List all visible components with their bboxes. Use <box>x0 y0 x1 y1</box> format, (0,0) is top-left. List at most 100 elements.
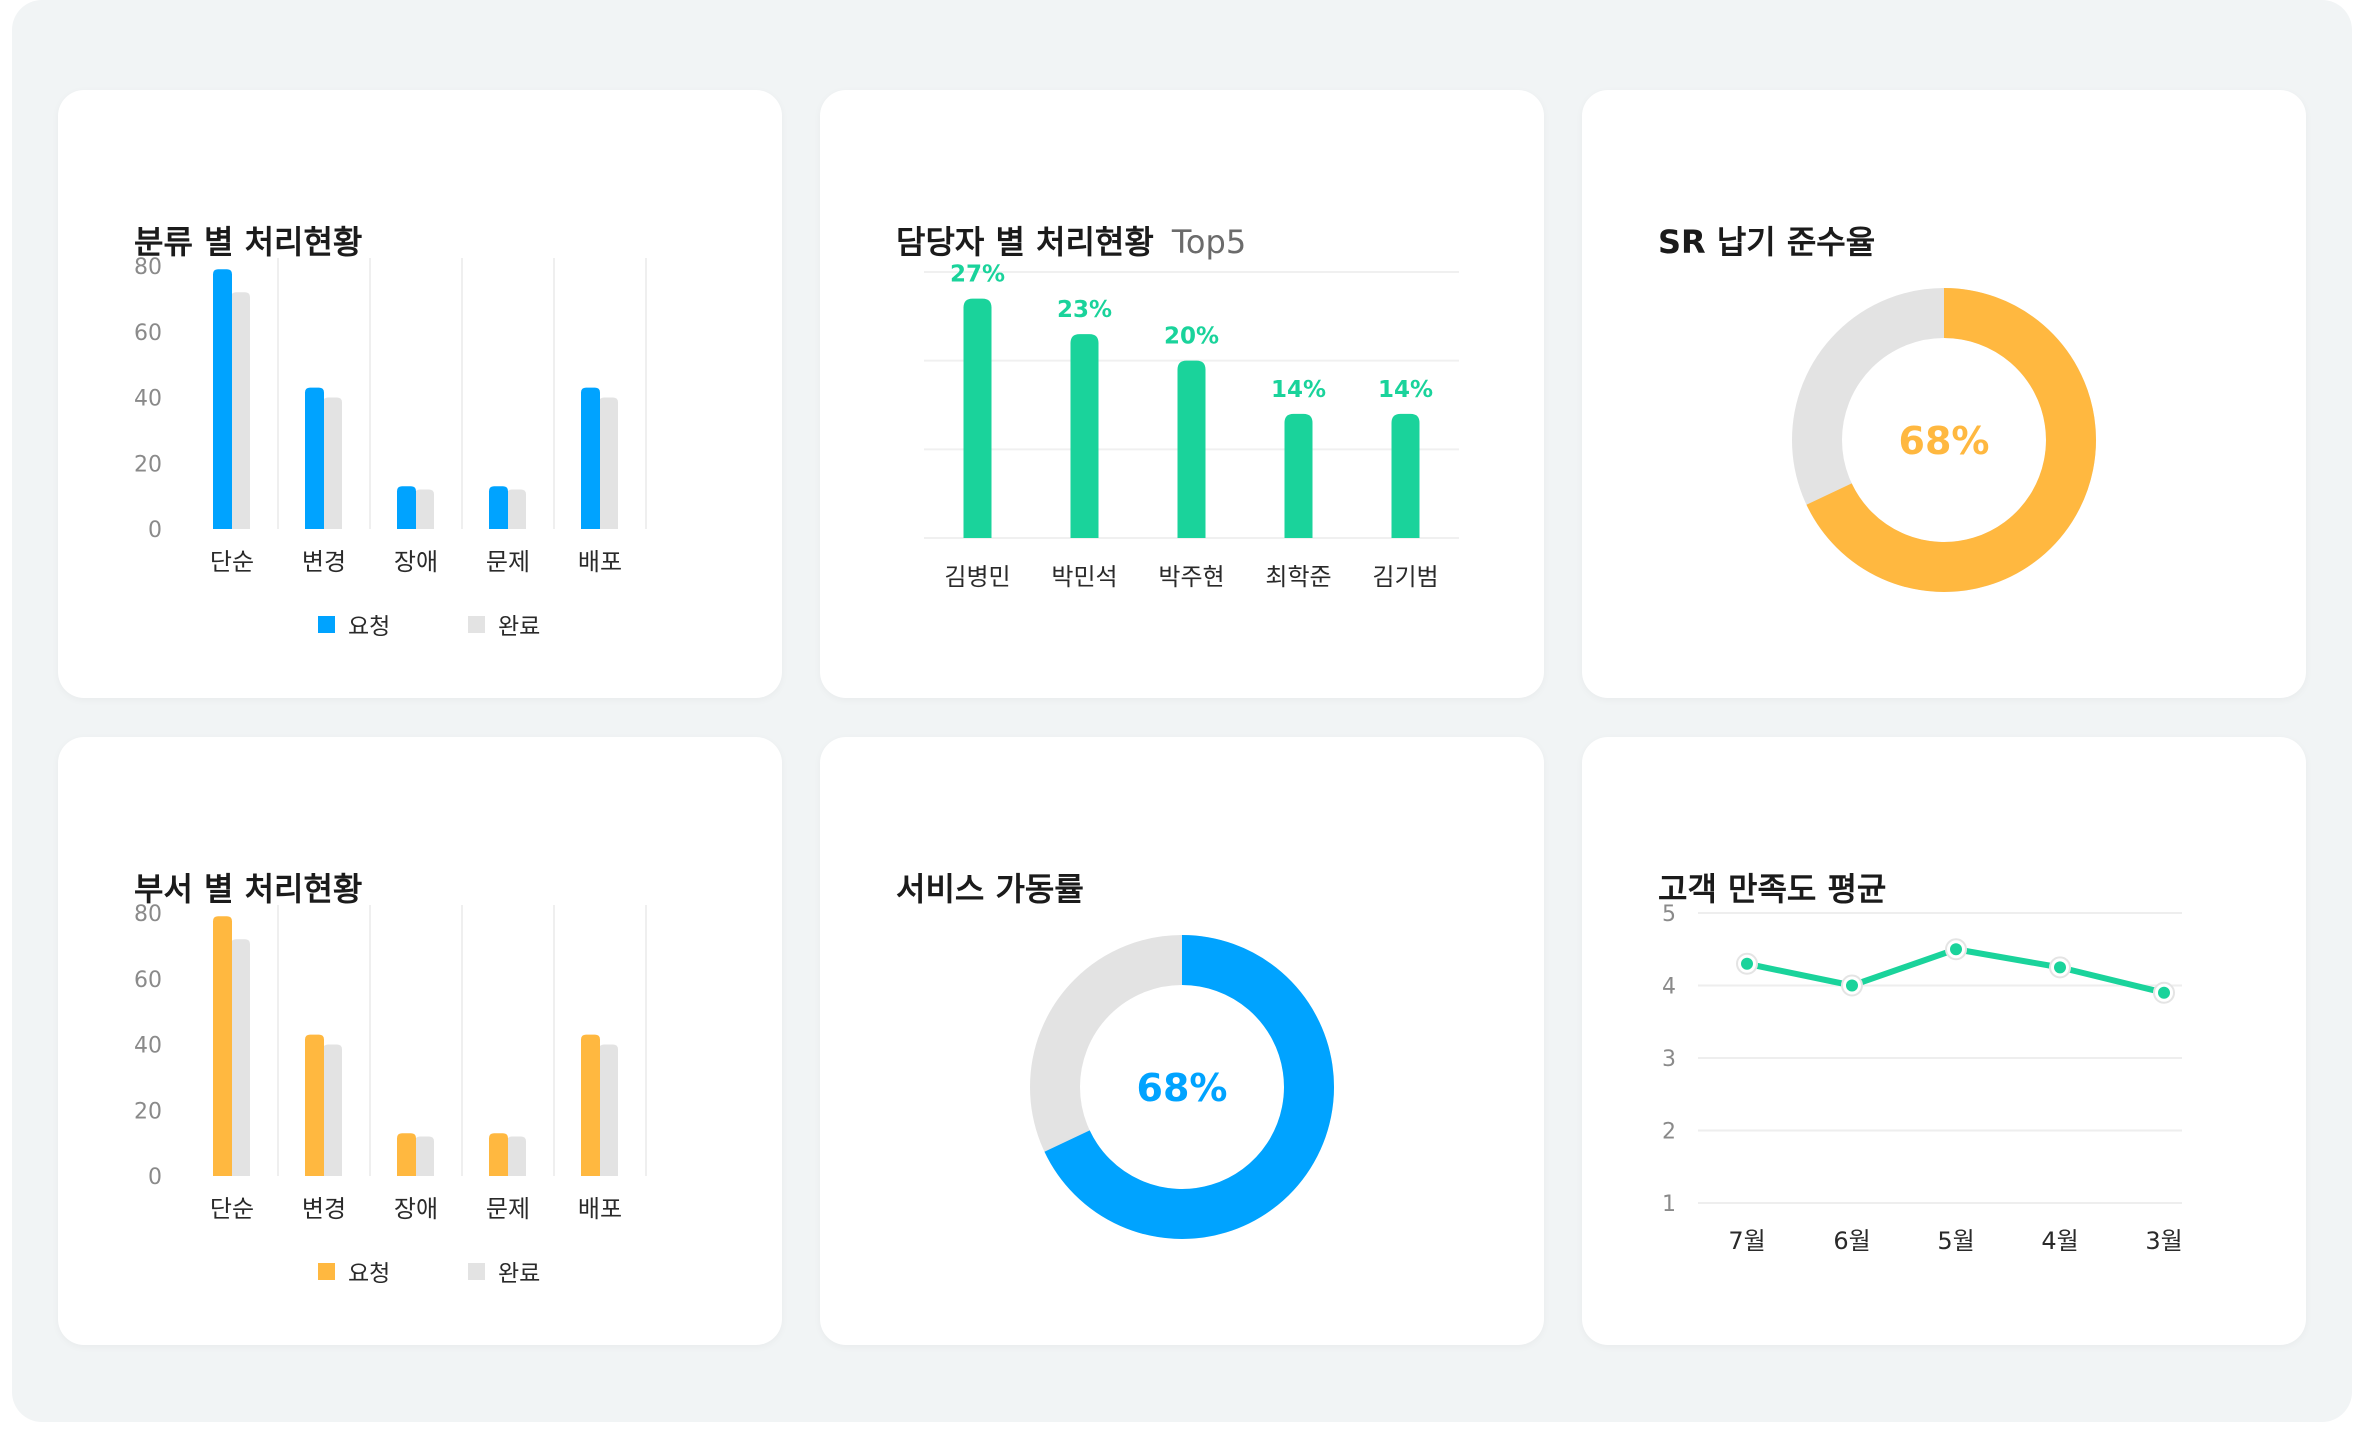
bar-요청 <box>305 387 324 529</box>
y-tick-label: 3 <box>1662 1047 1676 1072</box>
bar-value <box>1391 413 1420 538</box>
bar-value <box>963 298 992 538</box>
sr-compliance-donut: 68% <box>1792 288 2096 592</box>
x-tick-label: 최학준 <box>1265 563 1331 591</box>
x-tick-label: 문제 <box>486 1195 530 1223</box>
legend-label: 완료 <box>498 614 540 640</box>
y-tick-label: 80 <box>134 255 162 280</box>
bar-value <box>1177 360 1206 538</box>
donut-center-label: 68% <box>1899 419 1990 463</box>
bar-요청 <box>581 387 600 529</box>
data-point <box>1950 943 1962 956</box>
satisfaction-title: 고객 만족도 평균 <box>1658 870 1887 908</box>
y-tick-label: 20 <box>134 452 162 477</box>
service-uptime-donut: 68% <box>1030 935 1334 1239</box>
data-point <box>2054 961 2066 974</box>
bar-요청 <box>213 269 232 529</box>
bar-완료 <box>599 1044 618 1176</box>
legend-swatch <box>468 1263 485 1280</box>
legend-label: 요청 <box>348 614 390 640</box>
x-tick-label: 단순 <box>210 548 254 576</box>
bar-요청 <box>397 1133 416 1176</box>
y-tick-label: 60 <box>134 968 162 993</box>
legend-label: 완료 <box>498 1261 540 1287</box>
legend-label: 요청 <box>348 1261 390 1287</box>
donut-center-label: 68% <box>1137 1066 1228 1110</box>
bar-완료 <box>599 397 618 529</box>
y-tick-label: 40 <box>134 387 162 412</box>
service-uptime-card: 서비스 가동률 68% <box>820 737 1544 1345</box>
bar-요청 <box>489 1133 508 1176</box>
x-tick-label: 5월 <box>1937 1227 1974 1255</box>
y-tick-label: 4 <box>1662 975 1676 1000</box>
sr-compliance-card: SR 납기 준수율 68% <box>1582 90 2306 698</box>
dept-status-title: 부서 별 처리현황 <box>134 870 363 908</box>
x-tick-label: 6월 <box>1833 1227 1870 1255</box>
bar-요청 <box>489 486 508 529</box>
bar-완료 <box>323 1044 342 1176</box>
y-tick-label: 40 <box>134 1034 162 1059</box>
x-tick-label: 4월 <box>2041 1227 2078 1255</box>
bar-완료 <box>415 489 434 529</box>
bar-value <box>1070 334 1099 538</box>
x-tick-label: 3월 <box>2145 1227 2182 1255</box>
satisfaction-line-chart: 1 2 3 4 5 7월 6월 5월 4월 3월 <box>1662 902 2183 1255</box>
assignee-status-card: 담당자 별 처리현황 Top5 27% 김병민 23% 박민석 20% 박주현 14% 최학준 1… <box>820 90 1544 698</box>
data-label: 14% <box>1378 377 1433 403</box>
legend-swatch <box>318 616 335 633</box>
x-tick-label: 배포 <box>578 1195 622 1223</box>
data-point <box>1741 957 1753 970</box>
y-tick-label: 2 <box>1662 1120 1676 1145</box>
assignee-status-title-wrap: 담당자 별 처리현황 Top5 <box>896 226 1246 258</box>
y-tick-label: 0 <box>148 518 162 543</box>
data-label: 20% <box>1164 324 1219 350</box>
x-tick-label: 장애 <box>394 1195 438 1223</box>
legend-swatch <box>468 616 485 633</box>
data-label: 14% <box>1271 377 1326 403</box>
donut-value-arc <box>1806 288 2096 592</box>
y-tick-label: 1 <box>1662 1192 1676 1217</box>
bar-완료 <box>415 1136 434 1176</box>
data-point <box>2158 986 2170 999</box>
bar-요청 <box>213 916 232 1176</box>
bar-완료 <box>231 292 250 529</box>
legend-swatch <box>318 1263 335 1280</box>
bar-완료 <box>231 939 250 1176</box>
y-tick-label: 80 <box>134 902 162 927</box>
x-tick-label: 장애 <box>394 548 438 576</box>
bar-value <box>1284 413 1313 538</box>
category-status-title: 분류 별 처리현황 <box>134 223 363 261</box>
donut-value-arc <box>1044 935 1334 1239</box>
x-tick-label: 박민석 <box>1051 563 1117 591</box>
satisfaction-card: 고객 만족도 평균 1 2 3 4 5 7월 6월 5월 4월 3월 <box>1582 737 2306 1345</box>
assignee-status-title: 담당자 별 처리현황 <box>896 223 1154 261</box>
bar-요청 <box>581 1034 600 1176</box>
x-tick-label: 문제 <box>486 548 530 576</box>
bar-완료 <box>507 1136 526 1176</box>
sr-compliance-title: SR 납기 준수율 <box>1658 223 1876 261</box>
bar-요청 <box>397 486 416 529</box>
bar-완료 <box>507 489 526 529</box>
x-tick-label: 변경 <box>302 548 346 576</box>
y-tick-label: 60 <box>134 321 162 346</box>
assignee-status-subtitle: Top5 <box>1171 223 1247 261</box>
x-tick-label: 단순 <box>210 1195 254 1223</box>
data-label: 23% <box>1057 297 1112 323</box>
x-tick-label: 박주현 <box>1158 563 1224 591</box>
y-tick-label: 20 <box>134 1099 162 1124</box>
x-tick-label: 변경 <box>302 1195 346 1223</box>
x-tick-label: 배포 <box>578 548 622 576</box>
data-point <box>1846 979 1858 992</box>
service-uptime-title: 서비스 가동률 <box>896 870 1084 908</box>
data-label: 27% <box>950 262 1005 288</box>
x-tick-label: 7월 <box>1728 1227 1765 1255</box>
x-tick-label: 김기범 <box>1372 563 1438 591</box>
y-tick-label: 5 <box>1662 902 1676 927</box>
bar-요청 <box>305 1034 324 1176</box>
bar-완료 <box>323 397 342 529</box>
y-tick-label: 0 <box>148 1165 162 1190</box>
